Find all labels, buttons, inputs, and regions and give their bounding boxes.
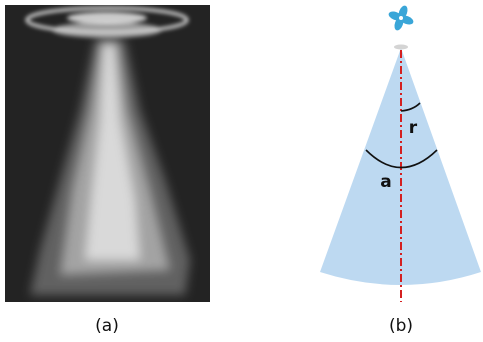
spray-photo: [5, 5, 210, 302]
angle-label: r: [409, 118, 418, 138]
caption: (a): [95, 316, 119, 336]
caption: (b): [389, 316, 413, 336]
nozzle: [394, 45, 408, 50]
angle-label: a: [380, 172, 391, 192]
figure: (a) r a (b): [0, 0, 483, 338]
fan-icon: [387, 4, 414, 31]
